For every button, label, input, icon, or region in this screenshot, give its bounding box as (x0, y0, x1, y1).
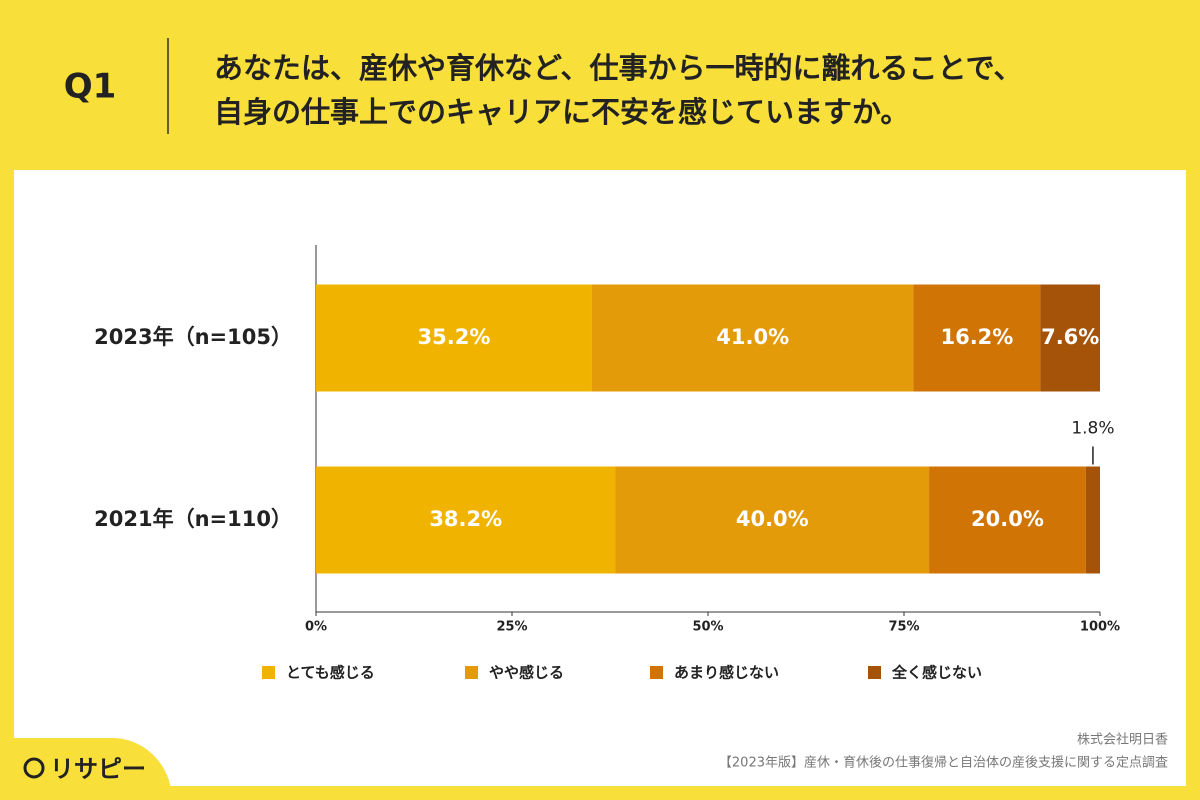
bar-segment (316, 466, 616, 574)
value-label: 7.6% (1041, 325, 1099, 349)
legend-swatch (650, 666, 663, 679)
legend-label: あまり感じない (674, 664, 779, 682)
value-label: 20.0% (971, 507, 1044, 531)
title-line: 自身の仕事上でのキャリアに不安を感じていますか。 (214, 95, 909, 129)
bar-segment (1040, 284, 1100, 392)
bar-segment (913, 284, 1041, 392)
value-label: 1.8% (1071, 419, 1114, 439)
legend-label: やや感じる (489, 664, 564, 682)
category-label: 2023年（n=105） (94, 325, 292, 349)
x-tick-label: 25% (496, 620, 527, 635)
value-label: 16.2% (940, 325, 1013, 349)
value-label: 35.2% (418, 325, 491, 349)
x-tick-label: 0% (305, 620, 327, 635)
x-tick-label: 50% (692, 620, 723, 635)
company: 株式会社明日香 (1077, 732, 1168, 748)
value-label: 40.0% (736, 507, 809, 531)
source: 【2023年版】産休・育休後の仕事復帰と自治体の産後支援に関する定点調査 (719, 755, 1168, 771)
category-label: 2021年（n=110） (94, 507, 292, 531)
value-label: 41.0% (716, 325, 789, 349)
bar-segment (929, 466, 1086, 574)
legend-label: 全く感じない (891, 664, 982, 682)
legend-swatch (465, 666, 478, 679)
bar-segment (591, 284, 914, 392)
bar-segment (615, 466, 930, 574)
legend-swatch (868, 666, 881, 679)
question-label: Q1 (64, 67, 117, 107)
logo-shape (0, 738, 173, 800)
logo-icon (23, 757, 45, 779)
logo-text: リサピー (50, 755, 146, 783)
value-label: 38.2% (429, 507, 502, 531)
x-tick-label: 100% (1080, 620, 1120, 635)
legend-swatch (262, 666, 275, 679)
bar-segment (1085, 466, 1100, 574)
bar-segment (316, 284, 592, 392)
x-tick-label: 75% (888, 620, 919, 635)
legend-label: とても感じる (286, 664, 375, 682)
title-line: あなたは、産休や育休など、仕事から一時的に離れることで、 (214, 51, 1023, 85)
